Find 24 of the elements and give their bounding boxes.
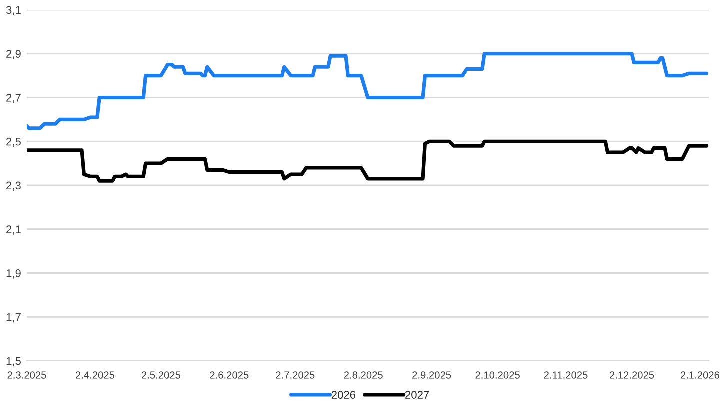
- y-tick-label: 2,7: [6, 94, 21, 104]
- y-tick-label: 3,1: [6, 6, 21, 16]
- x-tick-label: 2.11.2025: [544, 372, 588, 379]
- x-tick-label: 2.1.2026: [680, 372, 720, 379]
- y-tick-label: 2,5: [6, 138, 21, 148]
- y-tick-label: 1,7: [6, 314, 21, 323]
- x-tick-label: 2.4.2025: [76, 372, 115, 379]
- x-tick-label: 2.8.2025: [344, 372, 383, 379]
- y-tick-label: 1,5: [6, 357, 21, 366]
- line-series: [27, 140, 709, 183]
- x-tick-label: 2.10.2025: [476, 372, 520, 379]
- x-tick-label: 2.9.2025: [412, 372, 452, 379]
- y-tick-label: 2,1: [6, 226, 21, 235]
- legend-label: 2027: [406, 391, 430, 399]
- x-tick-label: 2.3.2025: [8, 372, 46, 379]
- legend-label: 2026: [332, 391, 356, 399]
- x-tick-label: 2.12.2025: [610, 372, 654, 379]
- y-tick-label: 1,9: [6, 270, 21, 279]
- y-tick-label: 2,3: [6, 182, 21, 191]
- x-tick-label: 2.7.2025: [276, 372, 315, 379]
- line-series: [27, 52, 709, 130]
- y-tick-label: 2,9: [6, 50, 21, 60]
- x-tick-label: 2.5.2025: [142, 372, 181, 379]
- x-tick-label: 2.6.2025: [210, 372, 249, 379]
